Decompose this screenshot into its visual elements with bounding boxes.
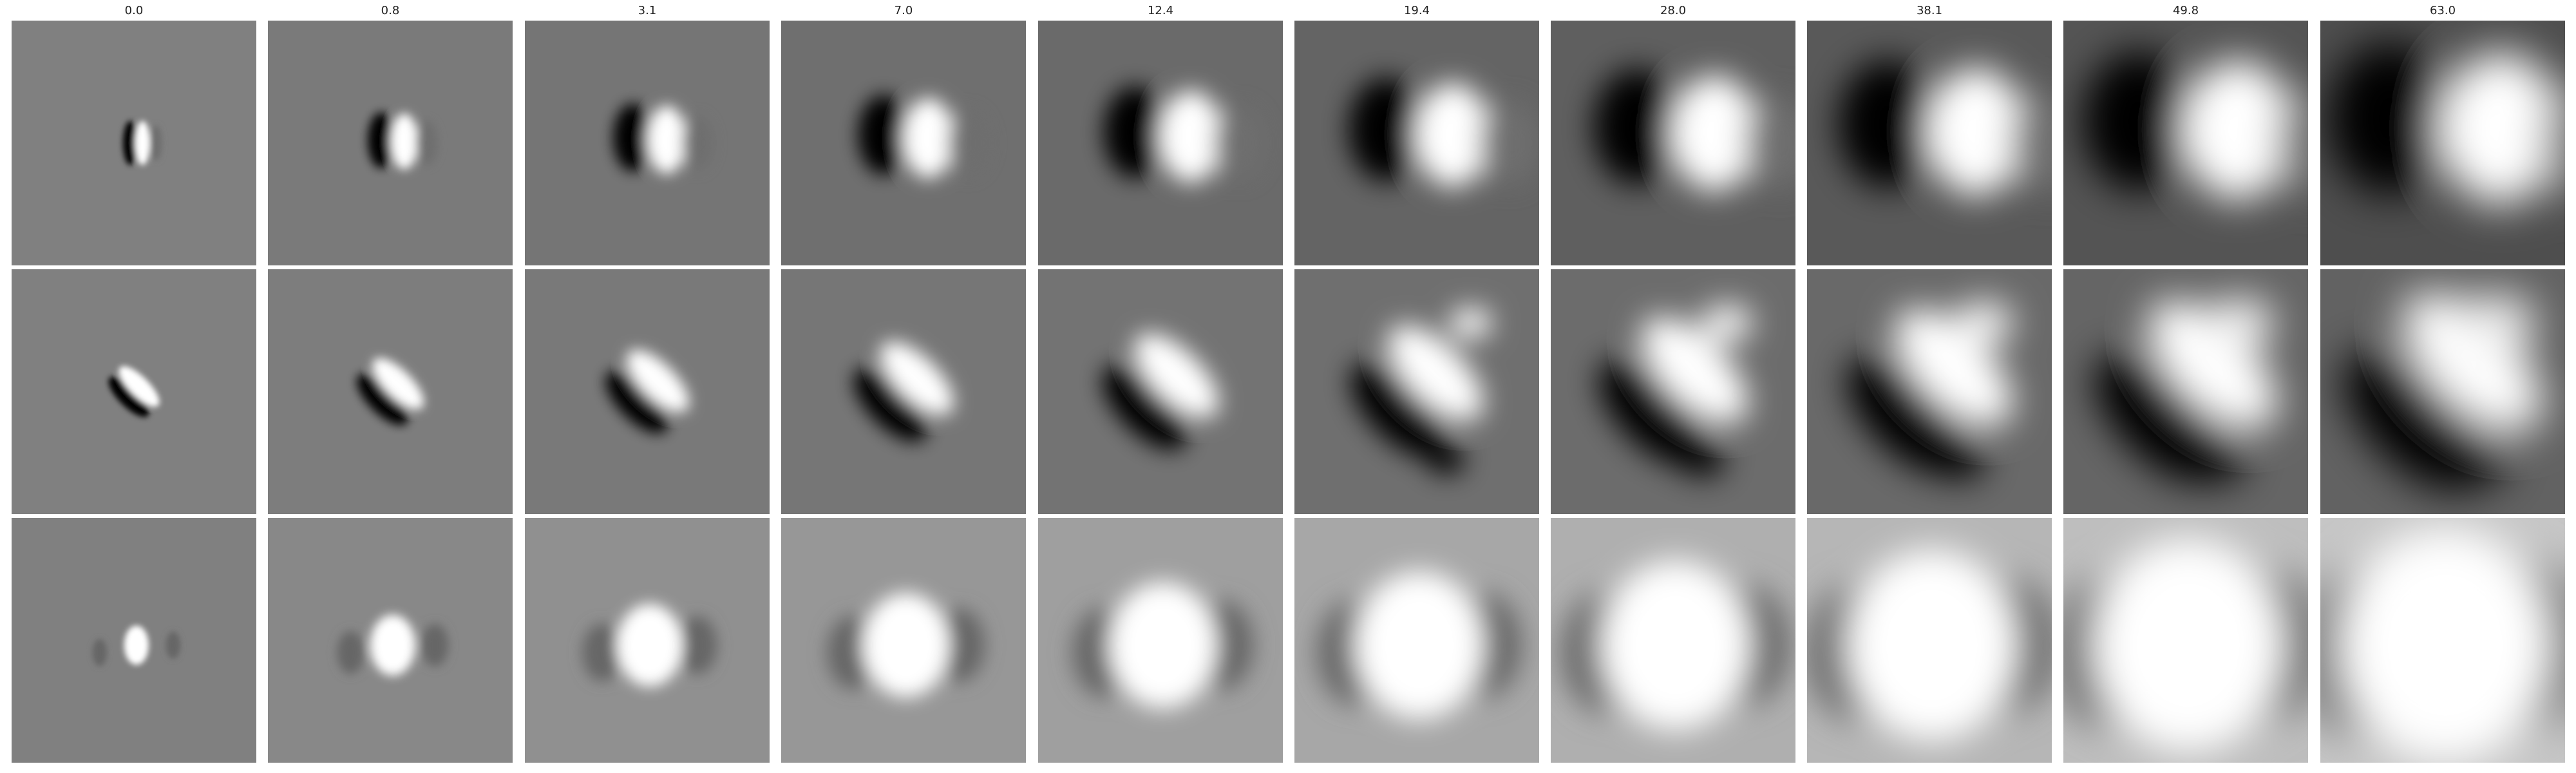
column-title: 12.4 — [1147, 4, 1174, 17]
column-title: 0.0 — [124, 4, 144, 17]
filter-panel — [2320, 21, 2565, 265]
filter-panel — [12, 518, 256, 763]
filter-panel — [781, 518, 1026, 763]
filter-panel — [2320, 518, 2565, 763]
filter-panel — [1038, 21, 1283, 265]
column-title: 19.4 — [1403, 4, 1430, 17]
filter-panel — [1294, 21, 1539, 265]
column-title: 28.0 — [1660, 4, 1687, 17]
column-title: 63.0 — [2429, 4, 2456, 17]
filter-panel — [1294, 518, 1539, 763]
filter-panel — [525, 269, 770, 514]
filter-panel — [1807, 21, 2052, 265]
filter-panel — [1294, 269, 1539, 514]
filter-panel — [268, 518, 513, 763]
filter-panel — [525, 518, 770, 763]
filter-panel — [1551, 518, 1795, 763]
filter-panel — [268, 21, 513, 265]
filter-panel — [1551, 269, 1795, 514]
filter-panel — [2063, 269, 2308, 514]
filter-panel — [1551, 21, 1795, 265]
filter-panel — [1038, 269, 1283, 514]
filter-panel — [2063, 21, 2308, 265]
filter-panel — [2320, 269, 2565, 514]
column-title: 3.1 — [638, 4, 657, 17]
filter-panel — [1807, 269, 2052, 514]
filter-panel — [525, 21, 770, 265]
column-title: 7.0 — [894, 4, 913, 17]
filter-panel — [2063, 518, 2308, 763]
filter-panel — [781, 21, 1026, 265]
column-title: 0.8 — [381, 4, 400, 17]
filter-panel — [1807, 518, 2052, 763]
column-title: 49.8 — [2172, 4, 2199, 17]
filter-panel — [1038, 518, 1283, 763]
filter-panel — [12, 269, 256, 514]
filter-panel — [268, 269, 513, 514]
column-title: 38.1 — [1916, 4, 1943, 17]
filter-panel — [781, 269, 1026, 514]
filter-panel — [12, 21, 256, 265]
